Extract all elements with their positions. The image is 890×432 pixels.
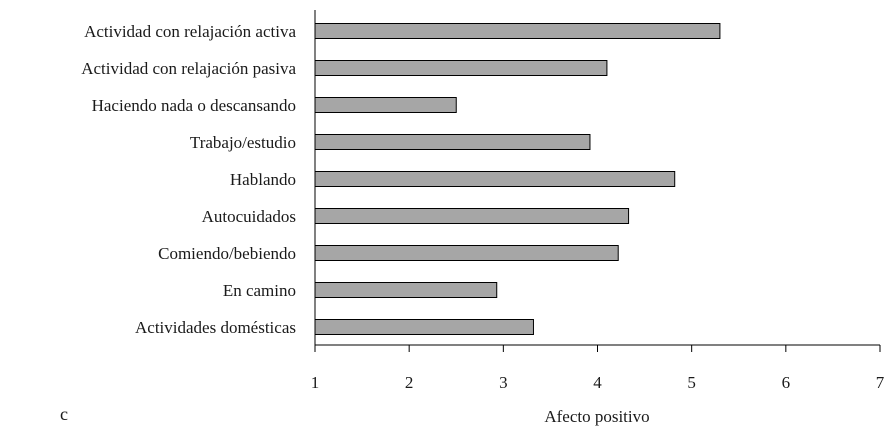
bar-4: [314, 134, 591, 150]
category-label-3: Haciendo nada o descansando: [92, 96, 296, 115]
x-tick-label-3: 3: [499, 373, 508, 392]
category-label-8: En camino: [223, 281, 296, 300]
category-label-7: Comiendo/bebiendo: [158, 244, 296, 263]
bars-layer: [314, 23, 721, 335]
bar-9: [314, 319, 534, 335]
x-tick-label-5: 5: [687, 373, 696, 392]
bar-5: [314, 171, 676, 187]
panel-tag: c: [60, 404, 68, 424]
category-label-9: Actividades domésticas: [135, 318, 296, 337]
category-label-2: Actividad con relajación pasiva: [81, 59, 296, 78]
x-tick-label-2: 2: [405, 373, 414, 392]
bar-6: [314, 208, 630, 224]
category-label-4: Trabajo/estudio: [190, 133, 296, 152]
bar-2: [314, 60, 608, 76]
bar-1: [314, 23, 721, 39]
category-label-1: Actividad con relajación activa: [84, 22, 296, 41]
bar-3: [314, 97, 457, 113]
bar-8: [314, 282, 498, 298]
x-tick-label-6: 6: [782, 373, 791, 392]
x-axis-title: Afecto positivo: [544, 407, 649, 426]
category-label-6: Autocuidados: [202, 207, 296, 226]
category-label-5: Hablando: [230, 170, 296, 189]
x-tick-label-7: 7: [876, 373, 885, 392]
category-labels: Actividad con relajación activa Actividad…: [81, 22, 296, 337]
x-tick-label-1: 1: [311, 373, 320, 392]
x-tick-label-4: 4: [593, 373, 602, 392]
bar-7: [314, 245, 619, 261]
x-axis-ticks: 1 2 3 4 5 6 7: [311, 345, 885, 392]
